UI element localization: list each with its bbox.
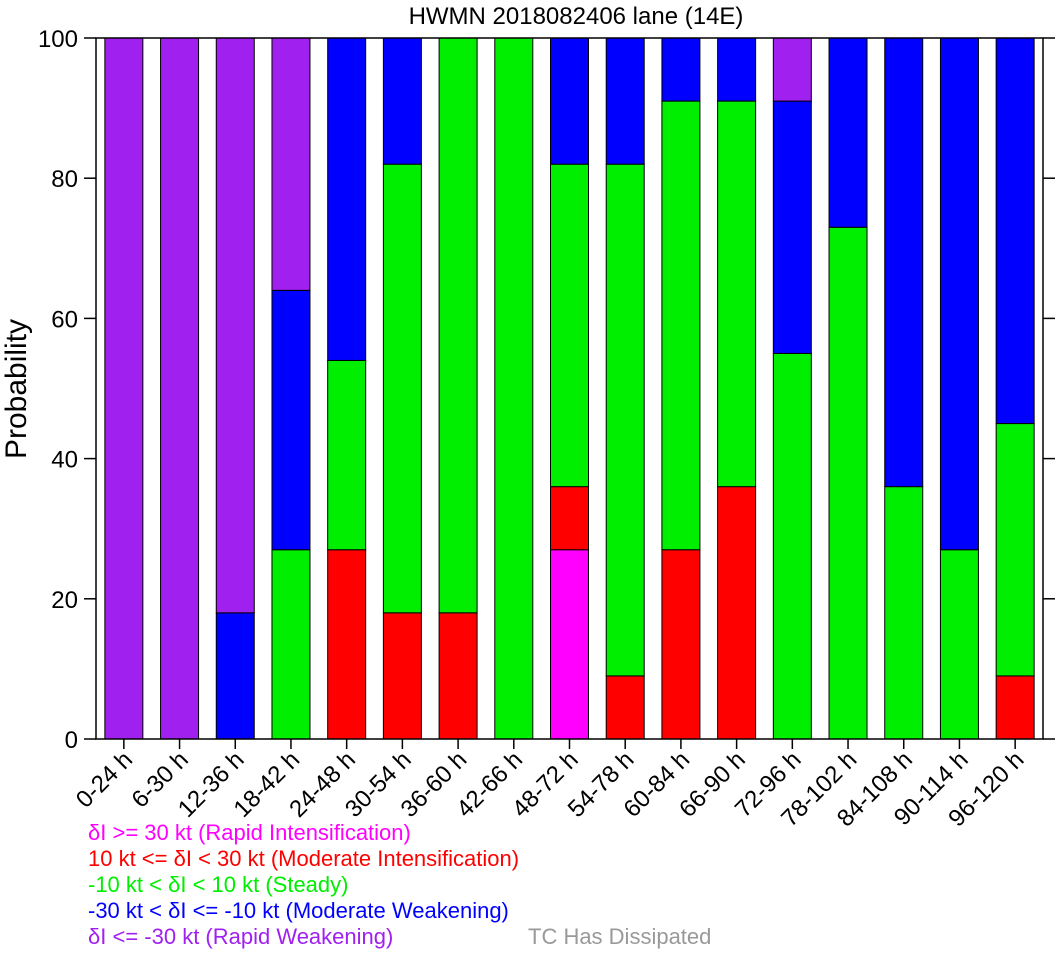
bar-segment-2-14	[884, 486, 924, 740]
legend-item-4: δI <= -30 kt (Rapid Weakening)	[88, 924, 394, 949]
legend-item-2: -10 kt < δI < 10 kt (Steady)	[88, 872, 349, 897]
bar-segment-3-13	[828, 37, 868, 228]
bar-segment-3-10	[661, 37, 701, 102]
bar-segment-2-5	[382, 163, 422, 614]
bar-segment-4-3	[271, 37, 311, 291]
bar-segment-2-3	[271, 549, 311, 740]
legend-item-0: δI >= 30 kt (Rapid Intensification)	[88, 820, 411, 845]
y-tick-label: 80	[51, 166, 78, 193]
bar-segment-4-12	[772, 37, 812, 102]
bar-segment-2-4	[327, 359, 367, 551]
bar-segment-3-3	[271, 289, 311, 551]
y-tick-label: 60	[51, 306, 78, 333]
bar-segment-2-11	[717, 100, 757, 488]
bar-segment-1-11	[717, 486, 757, 740]
bar-segment-2-13	[828, 226, 868, 740]
bar-segment-2-15	[939, 549, 979, 740]
bar-segment-3-5	[382, 37, 422, 165]
bar-segment-3-4	[327, 37, 367, 361]
bar-segment-4-2	[215, 37, 255, 614]
bar-segment-4-1	[160, 37, 200, 740]
legend-item-1: 10 kt <= δI < 30 kt (Moderate Intensific…	[88, 846, 520, 871]
bar-segment-3-16	[995, 37, 1035, 425]
y-tick-label: 40	[51, 447, 78, 474]
bar-segment-1-10	[661, 549, 701, 740]
bar-segment-2-7	[494, 37, 534, 740]
chart-title: HWMN 2018082406 lane (14E)	[409, 3, 744, 30]
bar-segment-1-8	[550, 486, 589, 551]
bar-segment-0-8	[550, 549, 589, 740]
bar-segment-4-0	[104, 37, 144, 740]
y-axis-label: Probability	[0, 319, 33, 459]
bar-segment-3-14	[884, 37, 924, 488]
legend-item-dissipated: TC Has Dissipated	[528, 924, 712, 949]
bar-segment-2-9	[605, 163, 645, 677]
bars-group	[104, 37, 1035, 740]
bar-segment-3-11	[717, 37, 757, 102]
y-tick-label: 100	[38, 26, 78, 53]
x-tick-label: 0-24 h	[71, 746, 138, 813]
bar-segment-3-8	[550, 37, 589, 165]
bar-segment-2-8	[550, 163, 589, 488]
bar-segment-3-15	[939, 37, 979, 551]
bar-segment-1-6	[438, 612, 478, 740]
bar-segment-1-16	[995, 675, 1035, 740]
bar-segment-2-12	[772, 352, 812, 740]
bar-segment-2-16	[995, 423, 1035, 677]
bar-segment-2-10	[661, 100, 701, 551]
bar-segment-3-12	[772, 100, 812, 354]
bar-segment-1-9	[605, 675, 645, 740]
bar-segment-3-2	[215, 612, 255, 740]
y-tick-label: 20	[51, 587, 78, 614]
legend-item-3: -30 kt < δI <= -10 kt (Moderate Weakenin…	[88, 898, 509, 923]
bar-segment-3-9	[605, 37, 645, 165]
y-tick-label: 0	[65, 727, 78, 754]
bar-segment-1-5	[382, 612, 422, 740]
bar-segment-1-4	[327, 549, 367, 740]
bar-segment-2-6	[438, 37, 478, 614]
